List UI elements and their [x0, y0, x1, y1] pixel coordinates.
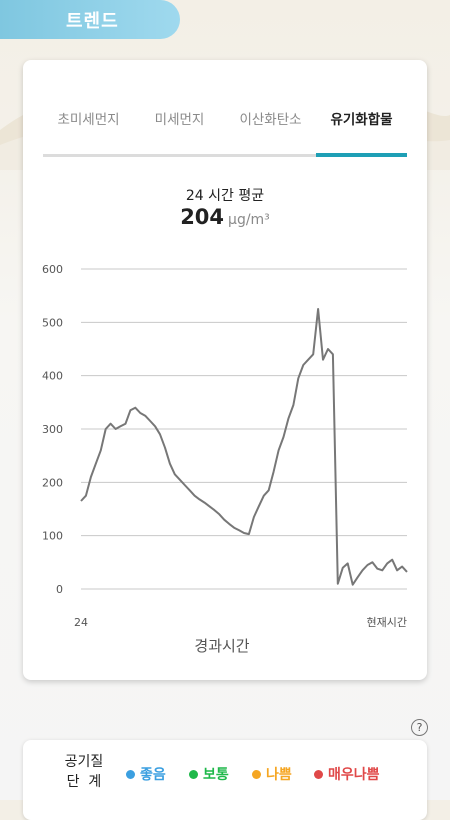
legend-item-good: 좋음	[126, 764, 166, 784]
pollutant-tabs: 초미세먼지 미세먼지 이산화탄소 유기화합물	[43, 96, 407, 157]
tab-voc[interactable]: 유기화합물	[330, 112, 393, 128]
legend-title-line2: 단 계	[66, 774, 102, 790]
legend-dot-bad	[252, 769, 261, 779]
air-quality-legend: 공기질 단 계 좋음 보통 나쁨 매우나쁨	[23, 740, 427, 820]
legend-label-bad: 나쁨	[266, 767, 292, 783]
legend-dot-very-bad	[314, 769, 323, 779]
average-label: 24 시간 평균	[185, 188, 265, 204]
x-tick-label-end: 현재시간	[367, 616, 407, 629]
tab-carbon-dioxide[interactable]: 이산화탄소	[239, 112, 302, 128]
legend-title: 공기질 단 계	[59, 752, 109, 792]
x-axis-title: 경과시간	[194, 637, 249, 655]
y-tick-label-0: 0	[56, 583, 63, 596]
legend-item-very-bad: 매우나쁨	[314, 764, 380, 784]
average-value-row: 204 μg/m³	[23, 205, 427, 229]
tab-track	[43, 154, 407, 157]
average-value: 204	[180, 205, 225, 229]
tab-active-indicator	[316, 153, 407, 157]
y-tick-label-100: 100	[42, 530, 63, 543]
legend-dot-good	[126, 769, 135, 779]
legend-item-normal: 보통	[189, 764, 229, 784]
y-tick-label-300: 300	[42, 423, 63, 436]
help-icon[interactable]: ?	[411, 719, 428, 736]
legend-title-line1: 공기질	[64, 754, 104, 770]
header-title-pill: 트렌드	[0, 0, 180, 39]
y-tick-label-400: 400	[42, 370, 63, 383]
x-tick-label-start: 24	[74, 616, 88, 629]
page-title: 트렌드	[66, 10, 119, 32]
y-tick-label-200: 200	[42, 476, 63, 489]
trend-card: 초미세먼지 미세먼지 이산화탄소 유기화합물 24 시간 평균 204 μg/m³…	[23, 60, 427, 680]
series-line	[80, 308, 408, 586]
legend-label-good: 좋음	[140, 767, 166, 783]
average-unit: μg/m³	[228, 212, 270, 228]
legend-label-very-bad: 매우나쁨	[328, 767, 380, 783]
y-tick-label-600: 600	[42, 263, 63, 276]
tab-fine-dust[interactable]: 미세먼지	[154, 112, 205, 128]
legend-dot-normal	[189, 769, 198, 779]
legend-label-normal: 보통	[203, 767, 229, 783]
tab-ultrafine-dust[interactable]: 초미세먼지	[57, 112, 120, 128]
y-tick-label-500: 500	[42, 316, 63, 329]
legend-item-bad: 나쁨	[252, 764, 292, 784]
